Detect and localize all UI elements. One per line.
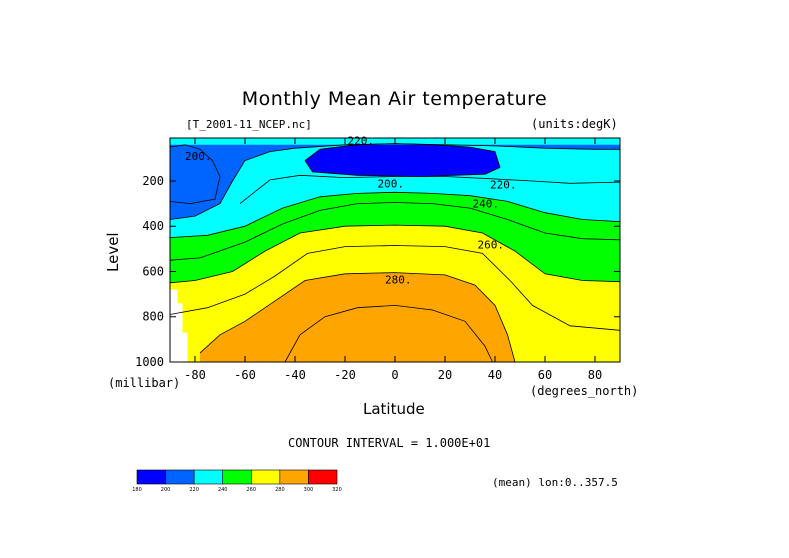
colorbar-label-220: 220 <box>189 487 199 493</box>
y-tick-label-1: 400 <box>142 219 164 233</box>
isotherm-200-0 <box>169 144 221 205</box>
colorbar-label-240: 240 <box>218 487 228 493</box>
x-tick-label-7: 60 <box>538 368 552 382</box>
colorbar-swatch-180 <box>136 469 166 485</box>
contour-label-5: 260. <box>478 238 505 251</box>
y-tick-label-0: 200 <box>142 174 164 188</box>
band-200-220-south <box>170 144 220 204</box>
units-label: (units:degK) <box>531 117 618 131</box>
colorbar-label-180: 180 <box>132 487 142 493</box>
colorbar-swatch-280 <box>279 469 309 485</box>
x-tick-label-2: -40 <box>284 368 306 382</box>
band-200-220 <box>170 138 620 220</box>
x-tick-label-4: 0 <box>391 368 398 382</box>
colorbar-label-260: 260 <box>247 487 257 493</box>
isotherm-250-5 <box>169 202 621 261</box>
y-units-label: (millibar) <box>108 376 181 390</box>
x-units-label: (degrees_north) <box>530 384 639 398</box>
contour-label-4: 240. <box>473 198 500 211</box>
y-tick-label-3: 800 <box>142 310 164 324</box>
y-tick-label-2: 600 <box>142 264 164 278</box>
x-tick-label-6: 40 <box>488 368 502 382</box>
colorbar-label-320: 320 <box>332 487 342 493</box>
chart-title: Monthly Mean Air temperature <box>241 88 548 110</box>
isotherm-240-4 <box>169 191 621 238</box>
y-axis-label: Level <box>104 232 122 272</box>
y-tick-label-4: 1000 <box>135 355 164 369</box>
contour-interval-label: CONTOUR INTERVAL = 1.000E+01 <box>288 436 491 450</box>
contour-label-2: 200. <box>378 177 405 190</box>
file-label: [T_2001-11_NCEP.nc] <box>186 118 312 131</box>
band-280-300 <box>200 272 515 362</box>
missing-data-region <box>170 289 188 362</box>
contour-label-3: 220. <box>490 178 517 191</box>
colorbar-label-300: 300 <box>304 487 314 493</box>
isotherm-220-3 <box>239 174 621 204</box>
colorbar-swatch-220 <box>193 469 224 485</box>
x-tick-label-1: -60 <box>234 368 256 382</box>
contour-label-0: 220. <box>348 134 375 147</box>
x-tick-label-8: 80 <box>588 368 602 382</box>
isotherm-220-2 <box>169 143 620 220</box>
contour-label-1: 200. <box>185 150 212 163</box>
contour-label-6: 280. <box>385 273 412 286</box>
band-180-200 <box>305 143 500 177</box>
isotherm-270-7 <box>169 245 621 331</box>
mean-note: (mean) lon:0..357.5 <box>492 476 618 489</box>
x-tick-label-0: -80 <box>184 368 206 382</box>
colorbar-swatch-200 <box>165 469 195 485</box>
colorbar-swatch-240 <box>222 469 252 485</box>
colorbar-swatch-300 <box>308 469 338 485</box>
colorbar-label-200: 200 <box>161 487 171 493</box>
isotherm-280-8 <box>199 272 516 363</box>
isotherm-290-9 <box>284 304 493 363</box>
x-axis-label: Latitude <box>363 400 425 418</box>
colorbar-swatch-260 <box>250 469 281 485</box>
x-tick-label-5: 20 <box>438 368 452 382</box>
x-tick-label-3: -20 <box>334 368 356 382</box>
colorbar-label-280: 280 <box>275 487 285 493</box>
isotherm-260-6 <box>169 224 621 284</box>
